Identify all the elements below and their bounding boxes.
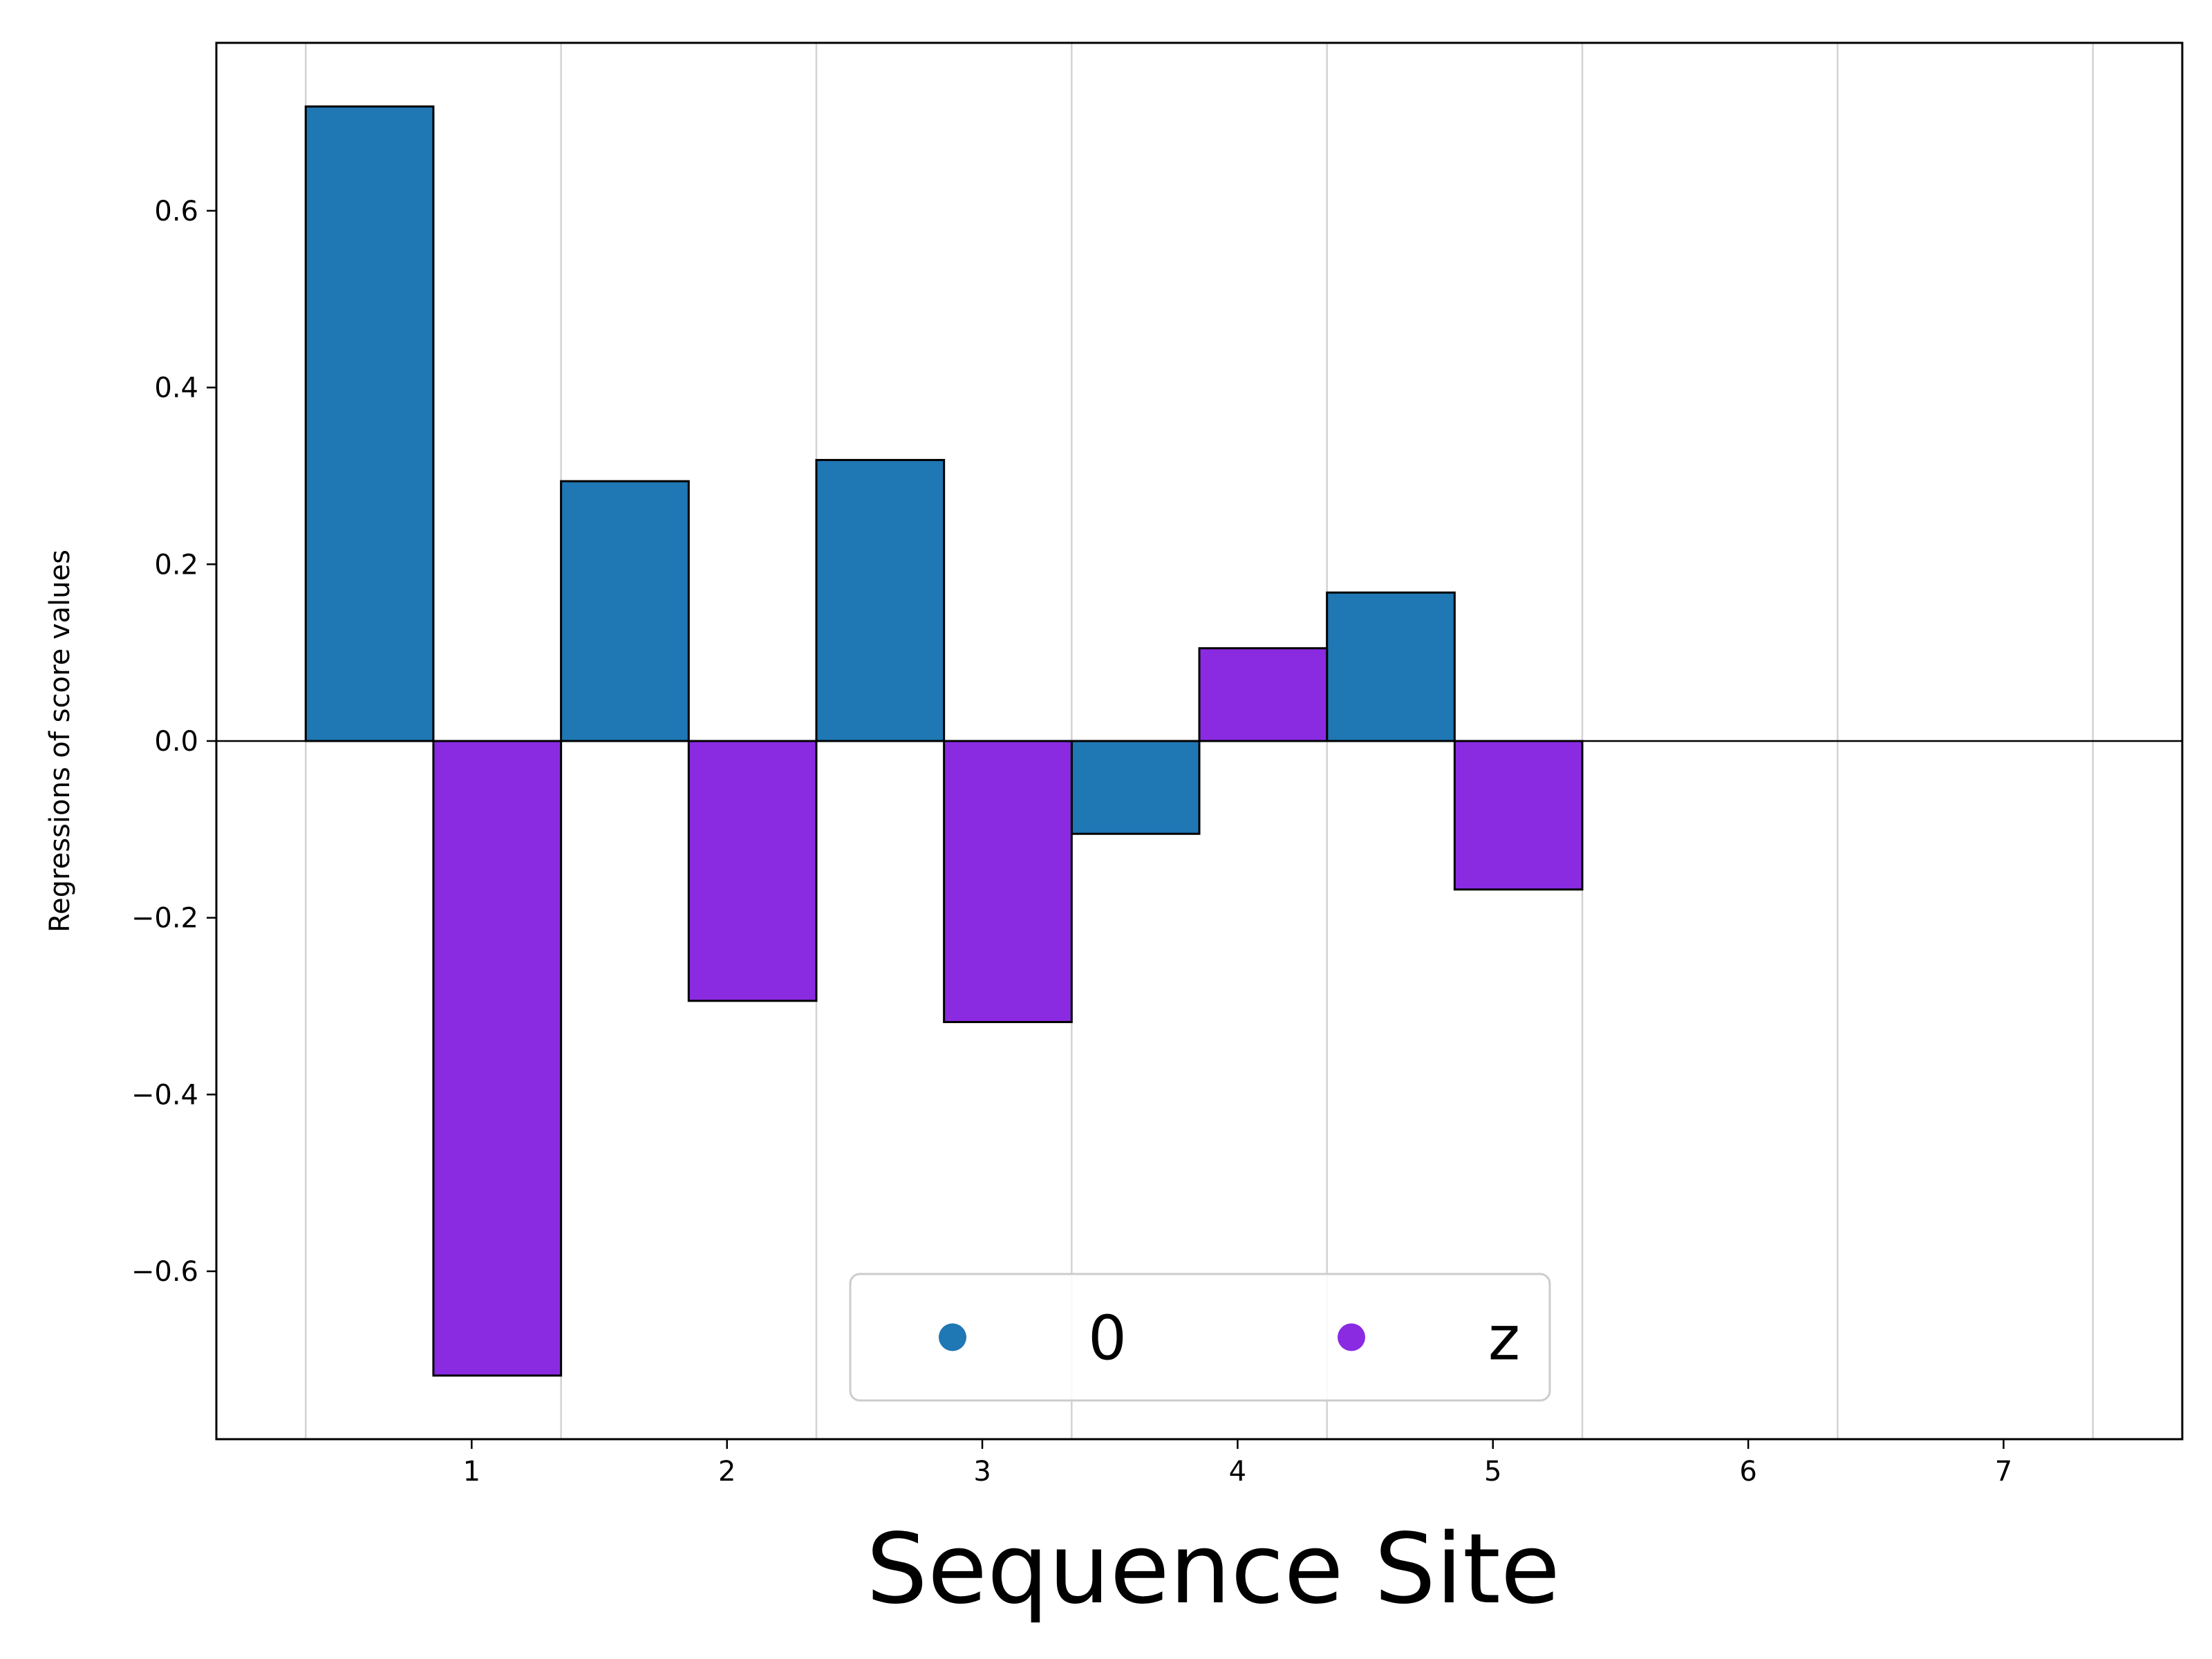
legend-marker-0 [939, 1323, 966, 1351]
legend-label-z: z [1488, 1303, 1520, 1374]
y-tick-label: 0.6 [154, 196, 198, 227]
bar-0-3 [815, 458, 946, 742]
bar-0-4 [1070, 740, 1201, 835]
bar-z-3 [943, 740, 1073, 1024]
x-tick-label: 1 [463, 1456, 480, 1488]
y-tick-label: −0.2 [131, 903, 198, 935]
bar-z-5 [1453, 740, 1584, 891]
legend-marker-z [1338, 1323, 1365, 1351]
x-tick-label: 6 [1739, 1456, 1756, 1488]
y-axis-label: Regressions of score values [44, 550, 76, 932]
x-tick-label: 4 [1229, 1456, 1246, 1488]
legend-label-0: 0 [1088, 1303, 1127, 1374]
y-tick-label: −0.4 [131, 1079, 198, 1111]
y-axis-ticks: −0.6 −0.4 −0.2 0.0 0.2 0.4 0.6 [131, 196, 216, 1288]
x-tick-label: 3 [973, 1456, 991, 1488]
bars [304, 105, 1584, 1377]
y-tick-label: −0.6 [131, 1256, 198, 1288]
y-tick-label: 0.4 [154, 373, 198, 404]
legend-box [849, 1273, 1551, 1402]
x-axis-label: Sequence Site [866, 1513, 1560, 1626]
y-tick-label: 0.2 [154, 549, 198, 581]
bar-0-2 [560, 480, 690, 742]
bar-0-1 [304, 105, 435, 742]
bar-0-5 [1326, 591, 1456, 742]
x-axis-ticks: 1 2 3 4 5 6 7 [463, 1439, 2012, 1488]
x-tick-label: 2 [718, 1456, 735, 1488]
y-tick-label: 0.0 [154, 726, 198, 758]
bar-z-1 [432, 740, 563, 1377]
x-tick-label: 5 [1484, 1456, 1501, 1488]
bar-z-4 [1198, 647, 1329, 742]
x-tick-label: 7 [1995, 1456, 2012, 1488]
bar-z-2 [687, 740, 818, 1002]
